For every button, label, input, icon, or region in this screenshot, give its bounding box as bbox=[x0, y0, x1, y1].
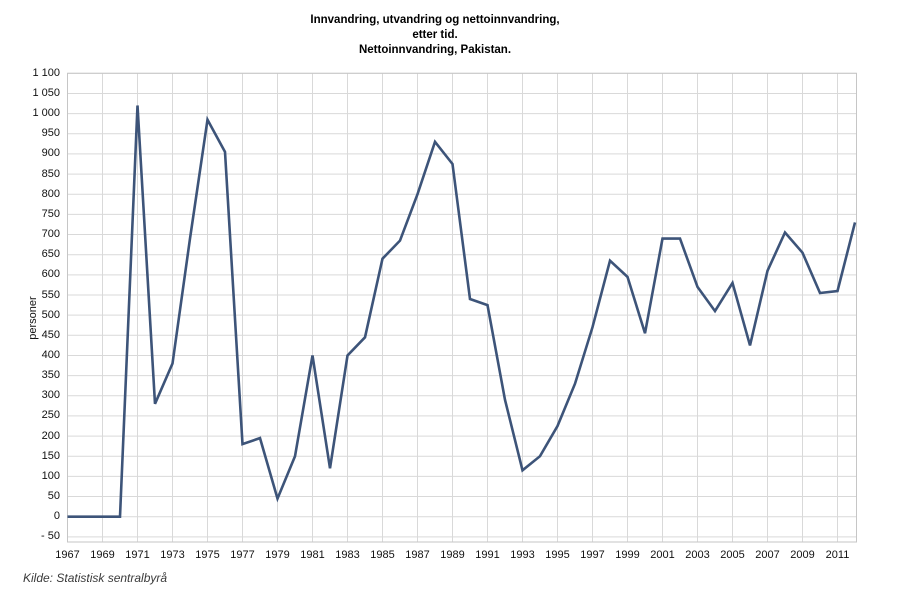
x-tick-label: 1981 bbox=[300, 549, 325, 561]
chart-title-line-2: etter tid. bbox=[412, 29, 458, 41]
y-tick-label: 650 bbox=[41, 248, 60, 261]
x-tick-label: 2009 bbox=[790, 549, 815, 561]
x-tick-label: 1975 bbox=[195, 549, 220, 561]
y-tick-label: 1 000 bbox=[32, 107, 60, 120]
x-tick-label: 1969 bbox=[90, 549, 115, 561]
y-tick-label: 0 bbox=[53, 510, 60, 523]
chart-title-line-1: Innvandring, utvandring og nettoinnvandr… bbox=[310, 14, 560, 26]
y-tick-label: 250 bbox=[41, 409, 60, 422]
y-tick-label: 150 bbox=[41, 449, 60, 462]
y-tick-label: 950 bbox=[41, 127, 60, 140]
y-tick-label: 600 bbox=[41, 268, 60, 281]
series-line bbox=[67, 105, 857, 519]
plot-border bbox=[67, 72, 857, 543]
x-tick-label: 1979 bbox=[265, 549, 290, 561]
y-tick-label: 50 bbox=[47, 490, 60, 503]
y-tick-label: 500 bbox=[41, 308, 60, 321]
y-tick-label: 1 100 bbox=[32, 66, 60, 79]
y-tick-label: 100 bbox=[41, 469, 60, 482]
x-tick-label: 1989 bbox=[440, 549, 465, 561]
x-tick-label: 2011 bbox=[825, 549, 850, 561]
y-tick-label: 450 bbox=[41, 328, 60, 341]
x-tick-label: 1973 bbox=[160, 549, 185, 561]
y-tick-label: - 50 bbox=[41, 530, 60, 543]
y-tick-label: 350 bbox=[41, 369, 60, 382]
x-tick-label: 1995 bbox=[545, 549, 570, 561]
y-tick-label: 400 bbox=[41, 348, 60, 361]
y-tick-label: 1 050 bbox=[32, 86, 60, 99]
source-note: Kilde: Statistisk sentralbyrå bbox=[23, 571, 168, 585]
chart-title-line-3: Nettoinnvandring, Pakistan. bbox=[358, 44, 512, 56]
x-tick-label: 1971 bbox=[125, 549, 150, 561]
y-tick-label: 900 bbox=[41, 147, 60, 160]
x-tick-label: 1983 bbox=[335, 549, 360, 561]
x-tick-label: 1991 bbox=[475, 549, 500, 561]
y-tick-label: 550 bbox=[41, 288, 60, 301]
x-tick-label: 2001 bbox=[650, 549, 675, 561]
y-tick-label: 750 bbox=[41, 207, 60, 220]
x-tick-label: 1993 bbox=[510, 549, 535, 561]
x-tick-label: 2005 bbox=[720, 549, 745, 561]
chart-title: Innvandring, utvandring og nettoinnvandr… bbox=[0, 13, 870, 58]
x-tick-label: 2003 bbox=[685, 549, 710, 561]
x-tick-label: 1985 bbox=[370, 549, 395, 561]
x-tick-label: 1997 bbox=[580, 549, 605, 561]
y-tick-label: 200 bbox=[41, 429, 60, 442]
x-tick-label: 1987 bbox=[405, 549, 430, 561]
x-tick-label: 1977 bbox=[230, 549, 255, 561]
y-tick-label: 300 bbox=[41, 389, 60, 402]
x-tick-label: 1999 bbox=[615, 549, 640, 561]
x-tick-label: 1967 bbox=[55, 549, 80, 561]
y-tick-label: 800 bbox=[41, 187, 60, 200]
x-tick-label: 2007 bbox=[755, 549, 780, 561]
y-tick-label: 700 bbox=[41, 228, 60, 241]
y-tick-label: 850 bbox=[41, 167, 60, 180]
